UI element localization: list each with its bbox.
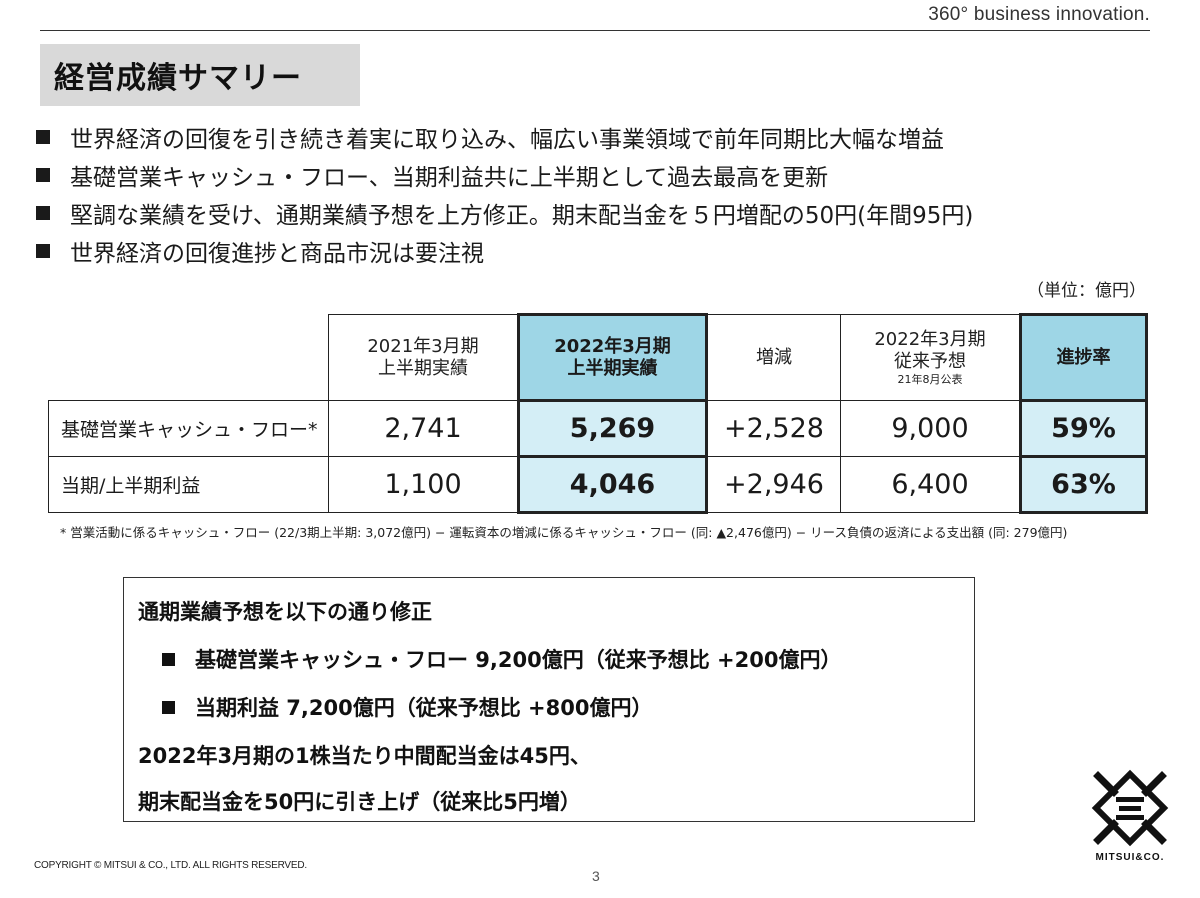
table-header-row: 2021年3月期 上半期実績 2022年3月期 上半期実績 増減 2022年3月… xyxy=(48,313,1148,402)
header-rule xyxy=(40,30,1150,31)
results-table: 2021年3月期 上半期実績 2022年3月期 上半期実績 増減 2022年3月… xyxy=(48,313,1148,514)
title-box: 経営成績サマリー xyxy=(40,44,360,106)
dividend-line-1: 2022年3月期の1株当たり中間配当金は45円、 xyxy=(138,744,591,768)
square-bullet-icon xyxy=(36,244,50,258)
page-title: 経営成績サマリー xyxy=(54,61,302,96)
cell-forecast: 6,400 xyxy=(840,456,1021,513)
page-number: 3 xyxy=(592,868,600,884)
revision-box: 通期業績予想を以下の通り修正 基礎営業キャッシュ・フロー 9,200億円（従来予… xyxy=(123,577,975,822)
bullet-text: 基礎営業キャッシュ・フロー、当期利益共に上半期として過去最高を更新 xyxy=(70,165,829,191)
bullet-item: 堅調な業績を受け、通期業績予想を上方修正。期末配当金を５円増配の50円(年間95… xyxy=(36,194,973,232)
cell-change: +2,528 xyxy=(706,400,841,457)
bullet-text: 堅調な業績を受け、通期業績予想を上方修正。期末配当金を５円増配の50円(年間95… xyxy=(70,203,974,229)
square-bullet-icon xyxy=(36,168,50,182)
header-prev-half: 2021年3月期 上半期実績 xyxy=(328,314,519,401)
dividend-line-2: 期末配当金を50円に引き上げ（従来比5円増） xyxy=(138,790,581,814)
cell-prev: 1,100 xyxy=(328,456,519,513)
table-row: 基礎営業キャッシュ・フロー* 2,741 5,269 +2,528 9,000 … xyxy=(48,399,1148,458)
footnote: * 営業活動に係るキャッシュ・フロー (22/3期上半期: 3,072億円) −… xyxy=(60,525,1068,540)
square-bullet-icon xyxy=(36,206,50,220)
header-change: 増減 xyxy=(706,314,841,401)
header-forecast: 2022年3月期 従来予想 21年8月公表 xyxy=(840,314,1021,401)
mitsui-logo-icon xyxy=(1091,769,1169,847)
bullet-item: 世界経済の回復を引き続き着実に取り込み、幅広い事業領域で前年同期比大幅な増益 xyxy=(36,118,973,156)
bullet-item: 世界経済の回復進捗と商品市況は要注視 xyxy=(36,232,973,270)
bullet-item: 基礎営業キャッシュ・フロー、当期利益共に上半期として過去最高を更新 xyxy=(36,156,973,194)
tagline: 360° business innovation. xyxy=(928,4,1150,25)
table-row: 当期/上半期利益 1,100 4,046 +2,946 6,400 63% xyxy=(48,455,1148,514)
square-bullet-icon xyxy=(162,700,175,714)
row-label: 当期/上半期利益 xyxy=(48,456,329,513)
row-label: 基礎営業キャッシュ・フロー* xyxy=(48,400,329,457)
bullet-text: 世界経済の回復を引き続き着実に取り込み、幅広い事業領域で前年同期比大幅な増益 xyxy=(70,127,944,153)
cell-progress: 63% xyxy=(1019,455,1148,514)
summary-bullets: 世界経済の回復を引き続き着実に取り込み、幅広い事業領域で前年同期比大幅な増益 基… xyxy=(36,118,973,270)
cell-change: +2,946 xyxy=(706,456,841,513)
revision-heading: 通期業績予想を以下の通り修正 xyxy=(138,600,432,624)
copyright: COPYRIGHT © MITSUI & CO., LTD. ALL RIGHT… xyxy=(34,860,307,871)
header-progress: 進捗率 xyxy=(1019,313,1148,402)
cell-forecast: 9,000 xyxy=(840,400,1021,457)
header-blank-cell xyxy=(48,314,329,401)
square-bullet-icon xyxy=(36,130,50,144)
cell-progress: 59% xyxy=(1019,399,1148,458)
header-current-half: 2022年3月期 上半期実績 xyxy=(517,313,708,402)
cell-current: 4,046 xyxy=(517,455,708,514)
cell-current: 5,269 xyxy=(517,399,708,458)
square-bullet-icon xyxy=(162,652,175,666)
revision-item: 基礎営業キャッシュ・フロー 9,200億円（従来予想比 +200億円） xyxy=(162,644,841,674)
unit-label: （単位：億円） xyxy=(1027,281,1146,301)
revision-item: 当期利益 7,200億円（従来予想比 +800億円） xyxy=(162,692,652,722)
cell-prev: 2,741 xyxy=(328,400,519,457)
bullet-text: 世界経済の回復進捗と商品市況は要注視 xyxy=(70,241,484,267)
logo-text: MITSUI&CO. xyxy=(1095,852,1165,863)
